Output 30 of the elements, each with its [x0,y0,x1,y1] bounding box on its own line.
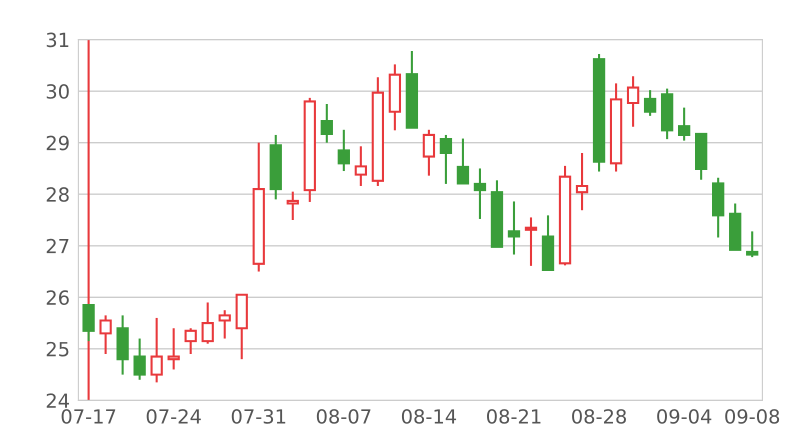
x-tick-label: 07-31 [232,409,286,424]
candlestick [252,142,265,273]
candlestick [474,167,486,220]
x-tick-label: 08-21 [487,409,540,424]
y-tick-label: 28 [46,187,69,202]
candlestick [508,200,520,256]
candlestick [270,134,282,200]
y-tick-label: 30 [46,84,69,99]
y-tick-label: 24 [46,393,69,408]
y-tick-label: 29 [46,136,69,150]
x-tick-label: 08-14 [402,409,456,424]
y-tick-label: 31 [46,32,68,48]
y-tick-label: 25 [46,342,68,357]
candlestick [354,145,367,188]
y-tick-label: 26 [46,290,69,305]
x-tick-label: 09-08 [725,409,780,424]
candlestick [626,75,640,128]
x-tick-label: 08-28 [572,409,626,424]
y-tick-label: 27 [46,238,68,254]
candlestick [168,327,180,371]
x-tick-label: 08-07 [316,409,370,424]
candlestick [286,190,299,222]
x-tick-label: 07-24 [146,409,201,424]
candlestick [524,216,538,267]
candlestick [388,63,402,132]
x-tick-label: 09-04 [657,409,712,424]
candlestick [576,152,588,212]
x-tick-label: 07-17 [62,409,116,424]
candlestick [116,314,129,376]
candlestick [218,309,231,340]
